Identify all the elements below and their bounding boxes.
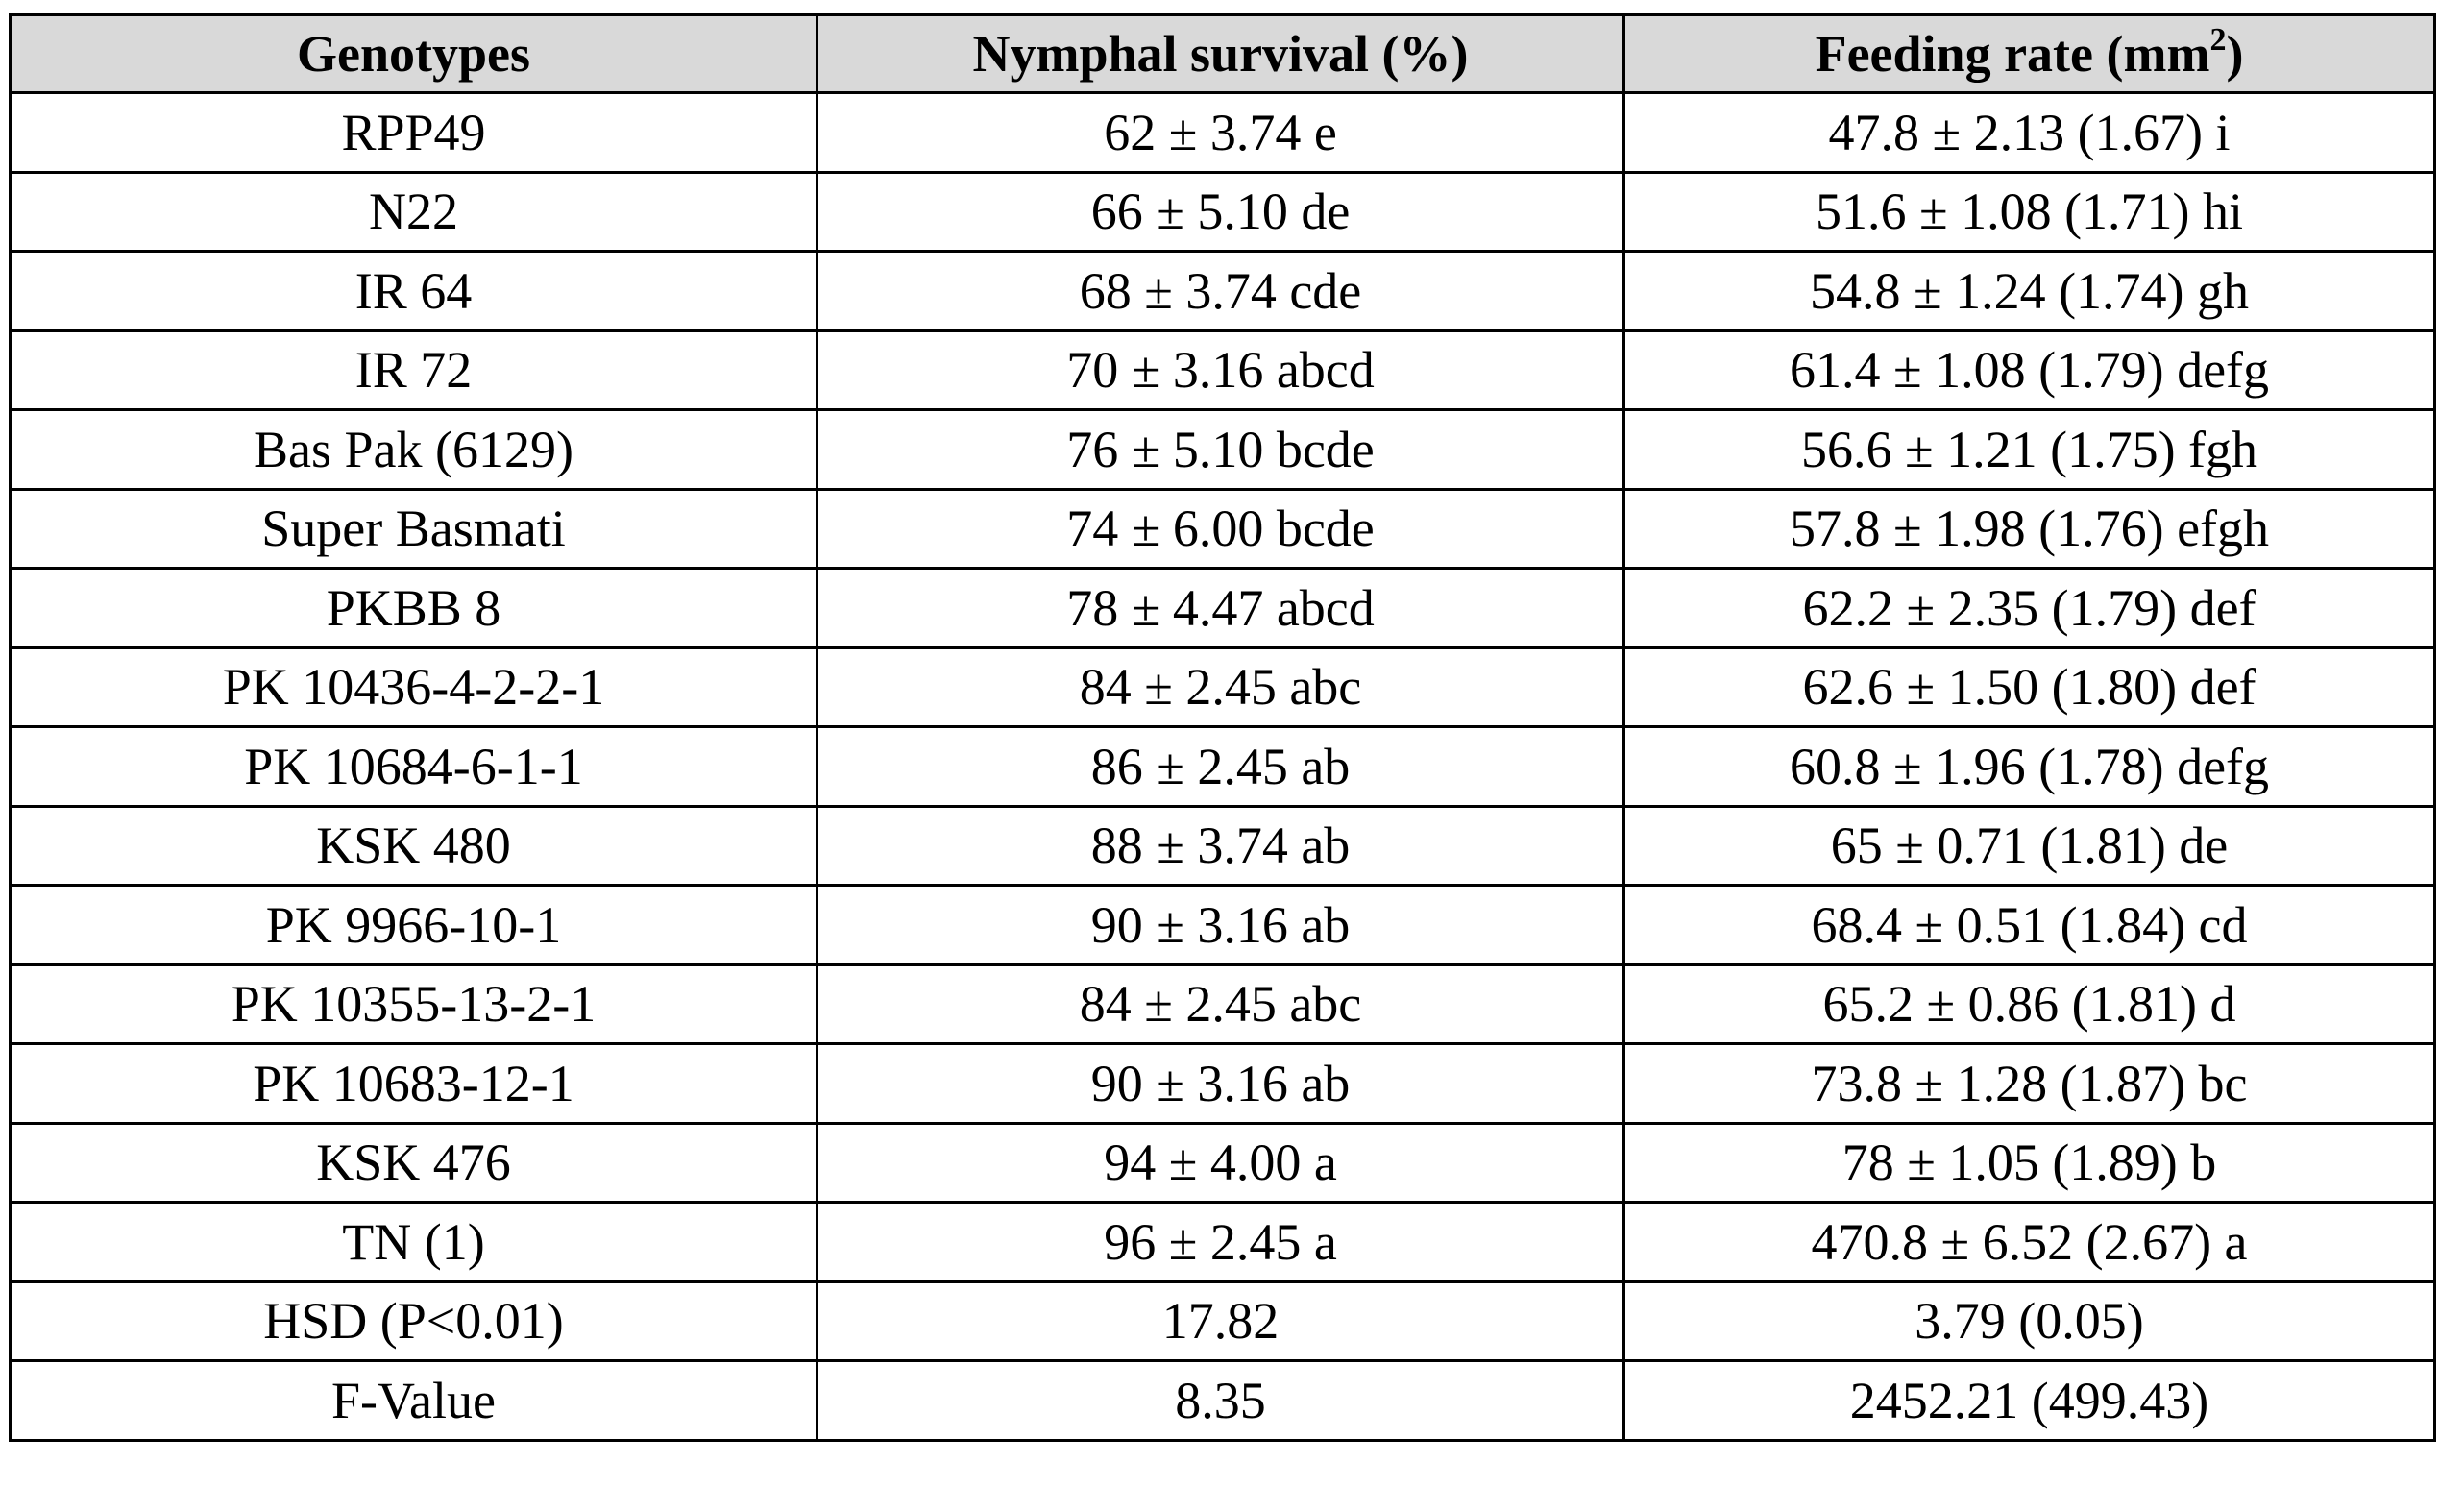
cell-genotype: PK 10436-4-2-2-1 xyxy=(9,646,818,728)
cell-genotype: IR 64 xyxy=(9,250,818,332)
cell-feeding: 61.4 ± 1.08 (1.79) defg xyxy=(1622,329,2436,411)
cell-feeding: 57.8 ± 1.98 (1.76) efgh xyxy=(1622,487,2436,570)
cell-feeding: 78 ± 1.05 (1.89) b xyxy=(1622,1121,2436,1204)
table-row: N22 66 ± 5.10 de 51.6 ± 1.08 (1.71) hi xyxy=(9,170,2436,253)
table-row: PKBB 8 78 ± 4.47 abcd 62.2 ± 2.35 (1.79)… xyxy=(9,567,2436,649)
cell-survival: 8.35 xyxy=(816,1359,1625,1442)
header-feeding-rate-superscript: 2 xyxy=(2209,22,2227,58)
cell-genotype: IR 72 xyxy=(9,329,818,411)
cell-genotype: PK 10684-6-1-1 xyxy=(9,725,818,808)
cell-feeding: 65.2 ± 0.86 (1.81) d xyxy=(1622,963,2436,1045)
header-feeding-rate: Feeding rate (mm2) xyxy=(1622,13,2436,94)
cell-survival: 88 ± 3.74 ab xyxy=(816,804,1625,887)
cell-feeding: 3.79 (0.05) xyxy=(1622,1280,2436,1362)
cell-survival: 86 ± 2.45 ab xyxy=(816,725,1625,808)
table-row: TN (1) 96 ± 2.45 a 470.8 ± 6.52 (2.67) a xyxy=(9,1201,2436,1283)
cell-survival: 84 ± 2.45 abc xyxy=(816,646,1625,728)
table-row: KSK 476 94 ± 4.00 a 78 ± 1.05 (1.89) b xyxy=(9,1121,2436,1204)
cell-genotype: PK 10683-12-1 xyxy=(9,1042,818,1125)
cell-survival: 76 ± 5.10 bcde xyxy=(816,408,1625,491)
table-row: PK 10436-4-2-2-1 84 ± 2.45 abc 62.6 ± 1.… xyxy=(9,646,2436,728)
cell-survival: 96 ± 2.45 a xyxy=(816,1201,1625,1283)
header-nymphal-survival: Nymphal survival (%) xyxy=(816,13,1625,94)
cell-genotype: RPP49 xyxy=(9,91,818,174)
cell-feeding: 51.6 ± 1.08 (1.71) hi xyxy=(1622,170,2436,253)
table-row: RPP49 62 ± 3.74 e 47.8 ± 2.13 (1.67) i xyxy=(9,91,2436,174)
cell-genotype: N22 xyxy=(9,170,818,253)
table-row: PK 10355-13-2-1 84 ± 2.45 abc 65.2 ± 0.8… xyxy=(9,963,2436,1045)
table-row-f-value: F-Value 8.35 2452.21 (499.43) xyxy=(9,1359,2436,1442)
cell-feeding: 470.8 ± 6.52 (2.67) a xyxy=(1622,1201,2436,1283)
cell-survival: 17.82 xyxy=(816,1280,1625,1362)
cell-genotype: PKBB 8 xyxy=(9,567,818,649)
cell-feeding: 62.2 ± 2.35 (1.79) def xyxy=(1622,567,2436,649)
header-genotypes: Genotypes xyxy=(9,13,818,94)
cell-feeding: 68.4 ± 0.51 (1.84) cd xyxy=(1622,884,2436,966)
cell-survival: 90 ± 3.16 ab xyxy=(816,884,1625,966)
cell-feeding: 54.8 ± 1.24 (1.74) gh xyxy=(1622,250,2436,332)
cell-genotype: Super Basmati xyxy=(9,487,818,570)
table-row: PK 10684-6-1-1 86 ± 2.45 ab 60.8 ± 1.96 … xyxy=(9,725,2436,808)
cell-genotype: KSK 476 xyxy=(9,1121,818,1204)
cell-survival: 94 ± 4.00 a xyxy=(816,1121,1625,1204)
cell-genotype: HSD (P<0.01) xyxy=(9,1280,818,1362)
cell-feeding: 2452.21 (499.43) xyxy=(1622,1359,2436,1442)
cell-survival: 90 ± 3.16 ab xyxy=(816,1042,1625,1125)
cell-survival: 70 ± 3.16 abcd xyxy=(816,329,1625,411)
table-row: IR 72 70 ± 3.16 abcd 61.4 ± 1.08 (1.79) … xyxy=(9,329,2436,411)
cell-genotype: PK 9966-10-1 xyxy=(9,884,818,966)
cell-genotype: TN (1) xyxy=(9,1201,818,1283)
cell-survival: 74 ± 6.00 bcde xyxy=(816,487,1625,570)
cell-genotype: Bas Pak (6129) xyxy=(9,408,818,491)
table-body: RPP49 62 ± 3.74 e 47.8 ± 2.13 (1.67) i N… xyxy=(9,91,2436,1442)
table-row: IR 64 68 ± 3.74 cde 54.8 ± 1.24 (1.74) g… xyxy=(9,250,2436,332)
table-row: Bas Pak (6129) 76 ± 5.10 bcde 56.6 ± 1.2… xyxy=(9,408,2436,491)
cell-feeding: 56.6 ± 1.21 (1.75) fgh xyxy=(1622,408,2436,491)
cell-genotype: F-Value xyxy=(9,1359,818,1442)
header-row: Genotypes Nymphal survival (%) Feeding r… xyxy=(9,13,2436,94)
cell-survival: 84 ± 2.45 abc xyxy=(816,963,1625,1045)
header-feeding-rate-text: Feeding rate (mm xyxy=(1815,25,2210,83)
cell-survival: 68 ± 3.74 cde xyxy=(816,250,1625,332)
table-row: PK 10683-12-1 90 ± 3.16 ab 73.8 ± 1.28 (… xyxy=(9,1042,2436,1125)
cell-genotype: PK 10355-13-2-1 xyxy=(9,963,818,1045)
table-header: Genotypes Nymphal survival (%) Feeding r… xyxy=(9,13,2436,94)
cell-genotype: KSK 480 xyxy=(9,804,818,887)
table-row: Super Basmati 74 ± 6.00 bcde 57.8 ± 1.98… xyxy=(9,487,2436,570)
cell-survival: 78 ± 4.47 abcd xyxy=(816,567,1625,649)
header-feeding-rate-close: ) xyxy=(2226,25,2244,83)
results-table: Genotypes Nymphal survival (%) Feeding r… xyxy=(9,13,2436,1442)
cell-survival: 66 ± 5.10 de xyxy=(816,170,1625,253)
cell-feeding: 60.8 ± 1.96 (1.78) defg xyxy=(1622,725,2436,808)
table-row-hsd: HSD (P<0.01) 17.82 3.79 (0.05) xyxy=(9,1280,2436,1362)
cell-feeding: 65 ± 0.71 (1.81) de xyxy=(1622,804,2436,887)
cell-feeding: 47.8 ± 2.13 (1.67) i xyxy=(1622,91,2436,174)
table-row: KSK 480 88 ± 3.74 ab 65 ± 0.71 (1.81) de xyxy=(9,804,2436,887)
results-table-container: Genotypes Nymphal survival (%) Feeding r… xyxy=(9,13,2436,1442)
cell-feeding: 73.8 ± 1.28 (1.87) bc xyxy=(1622,1042,2436,1125)
cell-feeding: 62.6 ± 1.50 (1.80) def xyxy=(1622,646,2436,728)
cell-survival: 62 ± 3.74 e xyxy=(816,91,1625,174)
table-row: PK 9966-10-1 90 ± 3.16 ab 68.4 ± 0.51 (1… xyxy=(9,884,2436,966)
